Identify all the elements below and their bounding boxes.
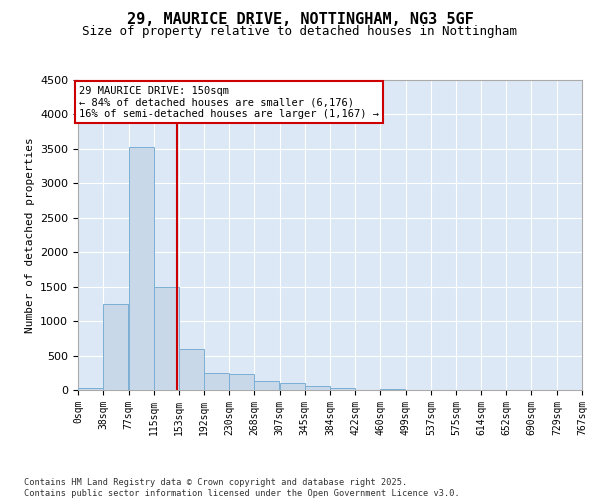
Bar	[179, 348, 203, 390]
Text: 29 MAURICE DRIVE: 150sqm
← 84% of detached houses are smaller (6,176)
16% of sem: 29 MAURICE DRIVE: 150sqm ← 84% of detach…	[79, 86, 379, 118]
Bar	[280, 383, 305, 390]
Text: Contains HM Land Registry data © Crown copyright and database right 2025.
Contai: Contains HM Land Registry data © Crown c…	[24, 478, 460, 498]
Bar	[154, 286, 179, 390]
Bar	[78, 388, 103, 390]
Bar	[305, 386, 329, 390]
Bar	[229, 374, 254, 390]
Text: 29, MAURICE DRIVE, NOTTINGHAM, NG3 5GF: 29, MAURICE DRIVE, NOTTINGHAM, NG3 5GF	[127, 12, 473, 28]
Bar	[103, 304, 128, 390]
Bar	[254, 381, 279, 390]
Bar	[380, 388, 405, 390]
Y-axis label: Number of detached properties: Number of detached properties	[25, 137, 35, 333]
Text: Size of property relative to detached houses in Nottingham: Size of property relative to detached ho…	[83, 25, 517, 38]
Bar	[204, 373, 229, 390]
Bar	[128, 147, 154, 390]
Bar	[331, 388, 355, 390]
